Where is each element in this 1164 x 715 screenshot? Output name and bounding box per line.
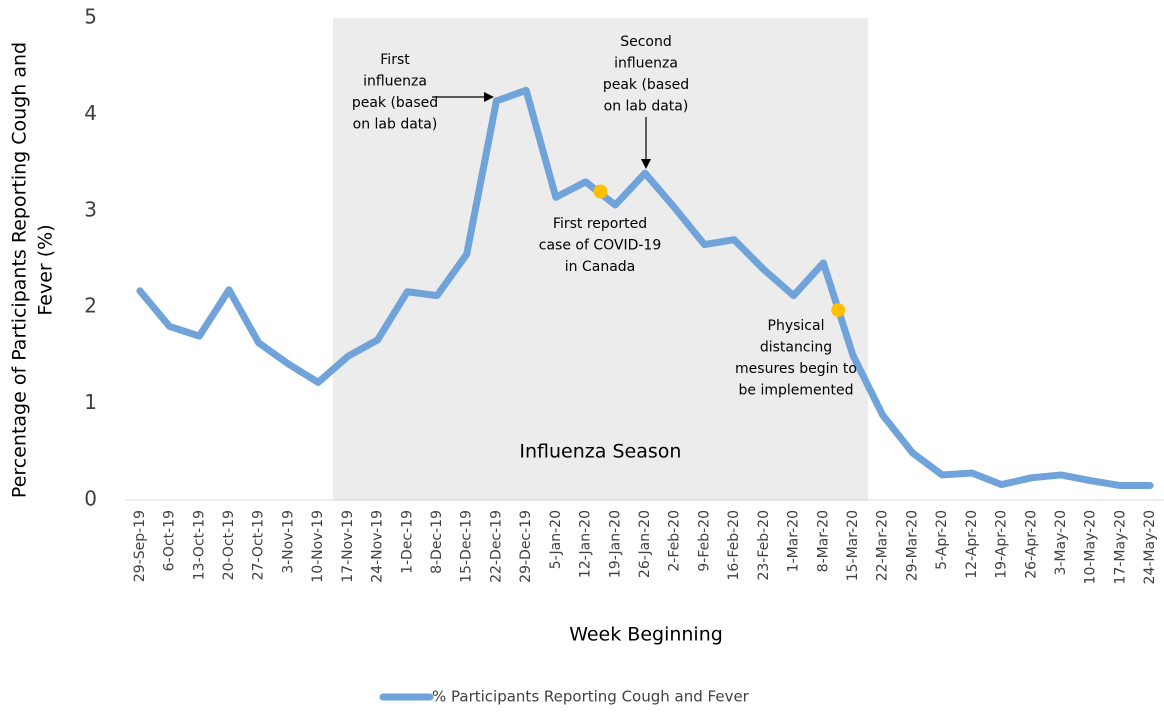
- x-tick-label: 10-May-20: [1083, 510, 1099, 584]
- x-tick-label: 12-Jan-20: [578, 510, 594, 578]
- x-tick-label: 15-Dec-19: [459, 510, 475, 583]
- event-marker: [593, 184, 608, 199]
- x-tick-label: 29-Sep-19: [132, 510, 148, 582]
- x-tick-label: 23-Feb-20: [756, 510, 772, 581]
- x-tick-label: 8-Dec-19: [429, 510, 445, 574]
- annotation: case of COVID-19: [539, 238, 661, 254]
- y-tick-label: 2: [84, 294, 97, 318]
- x-tick-label: 15-Mar-20: [845, 510, 861, 581]
- x-tick-label: 3-May-20: [1053, 510, 1069, 576]
- annotation: Physical: [768, 318, 825, 334]
- y-axis-title: Fever (%): [35, 224, 57, 315]
- x-tick-label: 8-Mar-20: [815, 510, 831, 572]
- x-tick-label: 2-Feb-20: [667, 510, 683, 572]
- shaded-region-label: Influenza Season: [519, 441, 681, 463]
- x-tick-label: 20-Oct-19: [221, 510, 237, 580]
- y-tick-label: 3: [84, 197, 97, 221]
- x-tick-label: 26-Jan-20: [637, 510, 653, 578]
- y-tick-label: 4: [84, 101, 97, 125]
- x-tick-label: 17-May-20: [1112, 510, 1128, 584]
- annotation: mesures begin to: [735, 361, 857, 377]
- x-tick-label: 10-Nov-19: [310, 510, 326, 583]
- annotation: distancing: [760, 340, 832, 356]
- x-tick-label: 19-Apr-20: [994, 510, 1010, 579]
- x-tick-label: 12-Apr-20: [964, 510, 980, 579]
- x-tick-label: 5-Apr-20: [934, 510, 950, 570]
- x-tick-label: 16-Feb-20: [726, 510, 742, 581]
- x-tick-label: 5-Jan-20: [548, 510, 564, 569]
- annotation: Second: [620, 34, 672, 50]
- annotation: be implemented: [739, 383, 854, 399]
- x-axis-title: Week Beginning: [569, 624, 723, 646]
- x-tick-label: 9-Feb-20: [696, 510, 712, 572]
- x-tick-label: 22-Mar-20: [875, 510, 891, 581]
- x-tick-label: 24-May-20: [1142, 510, 1158, 584]
- annotation: on lab data): [353, 117, 438, 133]
- y-tick-label: 0: [84, 487, 97, 511]
- legend-label: % Participants Reporting Cough and Fever: [432, 688, 750, 706]
- x-tick-label: 22-Dec-19: [488, 510, 504, 583]
- x-tick-label: 6-Oct-19: [162, 510, 178, 571]
- arrow-head: [484, 92, 494, 102]
- annotation: First reported: [553, 216, 647, 232]
- x-tick-label: 1-Dec-19: [399, 510, 415, 574]
- x-tick-label: 13-Oct-19: [191, 510, 207, 580]
- event-marker: [831, 303, 846, 318]
- x-tick-label: 1-Mar-20: [786, 510, 802, 572]
- data-line: [136, 86, 1154, 490]
- x-tick-label: 26-Apr-20: [1023, 510, 1039, 579]
- shaded-region: [333, 18, 868, 500]
- x-tick-label: 17-Nov-19: [340, 510, 356, 583]
- annotation: peak (based: [603, 77, 689, 93]
- x-tick-label: 27-Oct-19: [251, 510, 267, 580]
- x-tick-label: 29-Mar-20: [904, 510, 920, 581]
- annotation: peak (based: [352, 95, 438, 111]
- annotation: on lab data): [604, 99, 689, 115]
- x-tick-label: 19-Jan-20: [607, 510, 623, 578]
- annotation: First: [380, 52, 410, 68]
- x-tick-label: 3-Nov-19: [280, 510, 296, 574]
- x-tick-label: 24-Nov-19: [370, 510, 386, 583]
- annotation: influenza: [363, 74, 427, 90]
- arrow-head: [641, 159, 651, 169]
- x-tick-label: 29-Dec-19: [518, 510, 534, 583]
- y-tick-label: 1: [84, 390, 97, 414]
- y-axis-title: Percentage of Participants Reporting Cou…: [9, 42, 31, 498]
- annotation: in Canada: [565, 259, 636, 275]
- y-tick-label: 5: [84, 5, 97, 29]
- annotation: influenza: [614, 56, 678, 72]
